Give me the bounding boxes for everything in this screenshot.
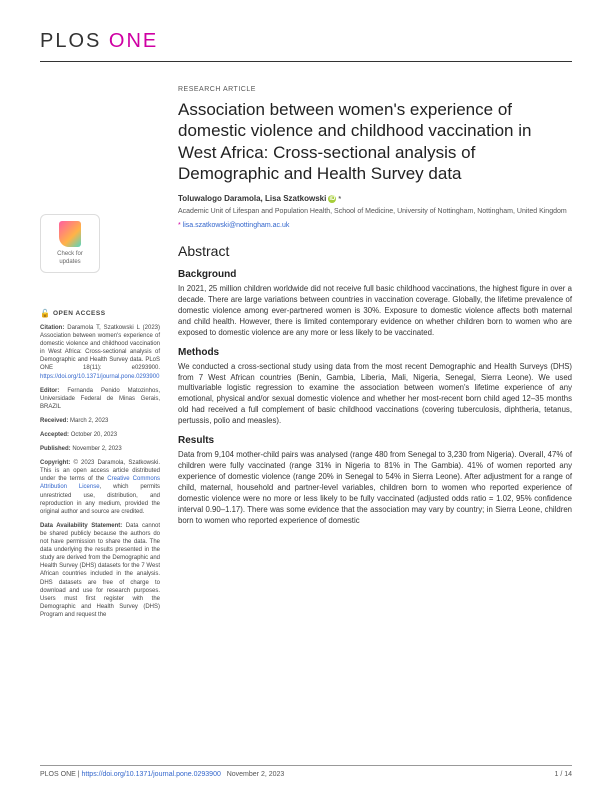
published-block: Published: November 2, 2023 <box>40 445 160 453</box>
badge-line1: Check for <box>47 250 93 258</box>
page-footer: PLOS ONE | https://doi.org/10.1371/journ… <box>40 765 572 778</box>
doi-link[interactable]: https://doi.org/10.1371/journal.pone.029… <box>40 374 159 380</box>
methods-text: We conducted a cross-sectional study usi… <box>178 362 572 427</box>
footer-left: PLOS ONE | https://doi.org/10.1371/journ… <box>40 771 284 778</box>
background-heading: Background <box>178 269 572 280</box>
correspondence-email[interactable]: lisa.szatkowski@nottingham.ac.uk <box>183 222 290 229</box>
envelope-icon[interactable]: * <box>338 196 341 203</box>
lock-open-icon: 🔓 <box>40 309 50 320</box>
article-type: RESEARCH ARTICLE <box>178 86 572 93</box>
open-access-row: 🔓 OPEN ACCESS <box>40 309 160 320</box>
correspondence: * lisa.szatkowski@nottingham.ac.uk <box>178 222 572 229</box>
results-text: Data from 9,104 mother-child pairs was a… <box>178 450 572 526</box>
received-block: Received: March 2, 2023 <box>40 417 160 425</box>
main-content: RESEARCH ARTICLE Association between wom… <box>178 86 572 625</box>
journal-header: PLOS ONE <box>40 30 572 62</box>
citation-block: Citation: Daramola T, Szatkowski L (2023… <box>40 324 160 381</box>
results-heading: Results <box>178 435 572 446</box>
orcid-icon[interactable]: iD <box>328 195 336 203</box>
background-text: In 2021, 25 million children worldwide d… <box>178 284 572 339</box>
article-title: Association between women's experience o… <box>178 99 572 184</box>
methods-heading: Methods <box>178 347 572 358</box>
authors: Toluwalogo Daramola, Lisa SzatkowskiiD* <box>178 194 572 203</box>
bookmark-icon <box>59 221 81 247</box>
sidebar: Check for updates 🔓 OPEN ACCESS Citation… <box>40 86 160 625</box>
check-updates-badge[interactable]: Check for updates <box>40 214 100 273</box>
page-number: 1 / 14 <box>554 771 572 778</box>
editor-block: Editor: Fernanda Penido Matozinhos, Univ… <box>40 387 160 411</box>
journal-plos: PLOS <box>40 30 101 52</box>
abstract-heading: Abstract <box>178 243 572 259</box>
affiliation: Academic Unit of Lifespan and Population… <box>178 207 572 216</box>
footer-doi-link[interactable]: https://doi.org/10.1371/journal.pone.029… <box>82 771 221 778</box>
data-availability-block: Data Availability Statement: Data cannot… <box>40 522 160 619</box>
copyright-block: Copyright: © 2023 Daramola, Szatkowski. … <box>40 459 160 516</box>
badge-line2: updates <box>47 258 93 266</box>
open-access-label: OPEN ACCESS <box>53 310 106 319</box>
journal-one: ONE <box>109 30 158 52</box>
accepted-block: Accepted: October 20, 2023 <box>40 431 160 439</box>
